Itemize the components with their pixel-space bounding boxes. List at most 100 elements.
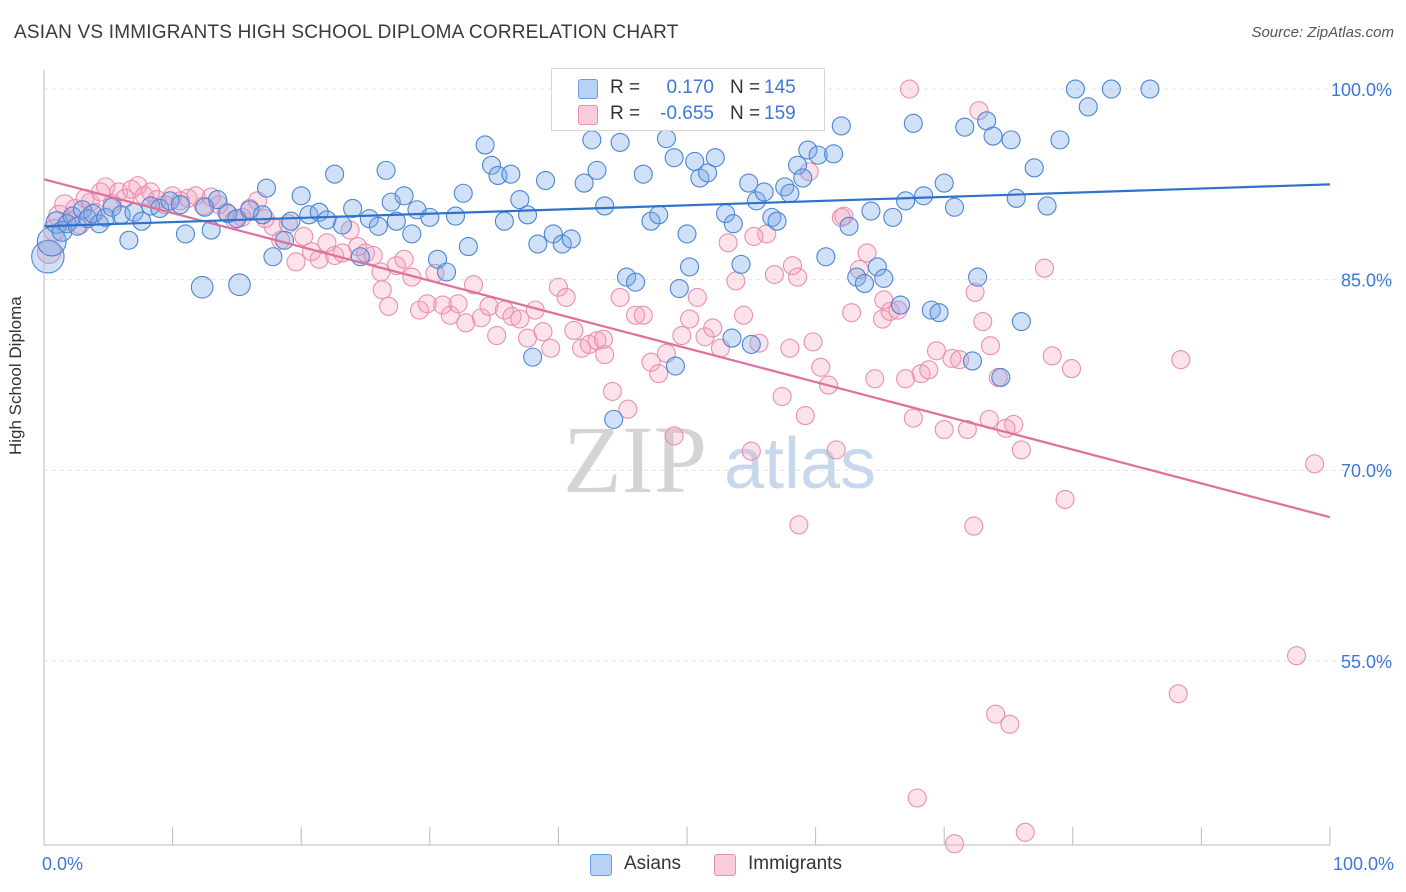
asians-point [1011,312,1031,332]
asians-point [343,198,363,219]
asians-trend-line [43,183,1331,228]
asians-point [587,160,607,180]
immigrants-point [80,192,100,212]
asians-point [705,148,725,168]
asians-point [475,135,495,155]
immigrants-point [602,381,622,401]
immigrants-point [402,267,422,287]
immigrants-point [502,306,522,327]
immigrants-point [541,338,561,358]
asians-point [664,148,684,168]
asians-point [883,207,903,227]
asians-point [854,273,875,293]
immigrants-point [986,704,1006,724]
legend-r-value: -0.655 [660,103,714,124]
asians-point [962,351,983,371]
trend-lines [43,178,1331,519]
y-tick-label: 70.0% [1341,461,1392,481]
legend-n-label: N = [730,77,761,98]
immigrants-point [788,267,808,287]
y-tick-label: 100.0% [1331,80,1392,100]
asians-point [535,170,556,191]
watermark-atlas: atlas [724,424,876,504]
immigrants-point [556,287,576,307]
immigrants-point [595,345,615,365]
legend-r-value: 0.170 [666,77,714,98]
immigrants-point [294,226,314,246]
asians-point [561,229,581,249]
asians-point [175,224,196,244]
immigrants-point [903,408,923,428]
asians-point [325,164,345,184]
asians-point [501,164,521,184]
immigrants-point [1305,454,1325,474]
asians-point [420,207,440,227]
asians-point [680,257,700,277]
asians-point [208,190,228,210]
asians-point [914,186,934,206]
asians-point [1006,188,1026,208]
asians-point [281,211,301,231]
immigrants-points [36,79,1325,854]
immigrants-point [907,788,927,808]
asians-point [921,300,941,320]
asians-point [394,186,414,206]
asians-point [739,173,759,193]
tick-labels: 55.0% 70.0% 85.0% 100.0% 0.0% 100.0% [42,80,1394,874]
asians-point [780,183,800,203]
asians-point [741,334,761,354]
immigrants-point [593,329,613,349]
immigrants-point [926,341,947,361]
asians-point [929,303,949,323]
asians-point [170,195,190,215]
legend-n-value: 145 [764,77,796,98]
immigrants-point [649,364,669,384]
asians-point [722,328,742,348]
immigrants-point [672,325,692,346]
immigrants-point [463,275,484,295]
asians-point [1140,79,1160,99]
immigrants-trend-line [43,178,1331,519]
immigrants-point [888,300,908,320]
immigrants-point [1042,346,1062,366]
asians-point [317,210,337,230]
asians-point [481,155,502,175]
asians-point [218,204,238,224]
immigrants-point [734,305,754,325]
bottom-legend-swatch-immigrants [714,854,736,876]
asians-point [604,409,624,429]
asians-point [1050,130,1070,150]
immigrants-point [741,441,761,461]
asians-point [510,190,530,210]
immigrants-point [980,336,1001,356]
asians-point [626,272,646,292]
legend-row-asians: R = 0.170 N = 145 [552,75,824,101]
legend-swatch-immigrants [578,105,598,125]
asians-point [595,196,615,216]
immigrants-point [440,305,460,325]
asians-point [263,247,283,267]
asians-point [1065,79,1085,99]
immigrants-point [772,386,792,407]
immigrants-point [826,440,846,460]
immigrants-point [664,426,684,446]
immigrants-point [803,332,823,352]
asians-point [83,204,103,224]
asians-point [762,207,782,227]
immigrants-point [471,308,491,328]
bottom-legend-swatch-asians [590,854,612,876]
immigrants-point [896,369,916,389]
asians-point [731,254,751,274]
chart-title: ASIAN VS IMMIGRANTS HIGH SCHOOL DIPLOMA … [14,22,679,43]
immigrants-point [703,318,723,338]
immigrants-point [1055,489,1075,509]
asians-point [665,356,685,376]
immigrants-point [510,309,530,329]
asians-point [955,117,975,137]
immigrants-point [969,101,989,121]
immigrants-point [1061,359,1082,379]
immigrants-point [718,233,738,253]
immigrants-point [1287,646,1307,666]
asians-point [896,191,916,211]
